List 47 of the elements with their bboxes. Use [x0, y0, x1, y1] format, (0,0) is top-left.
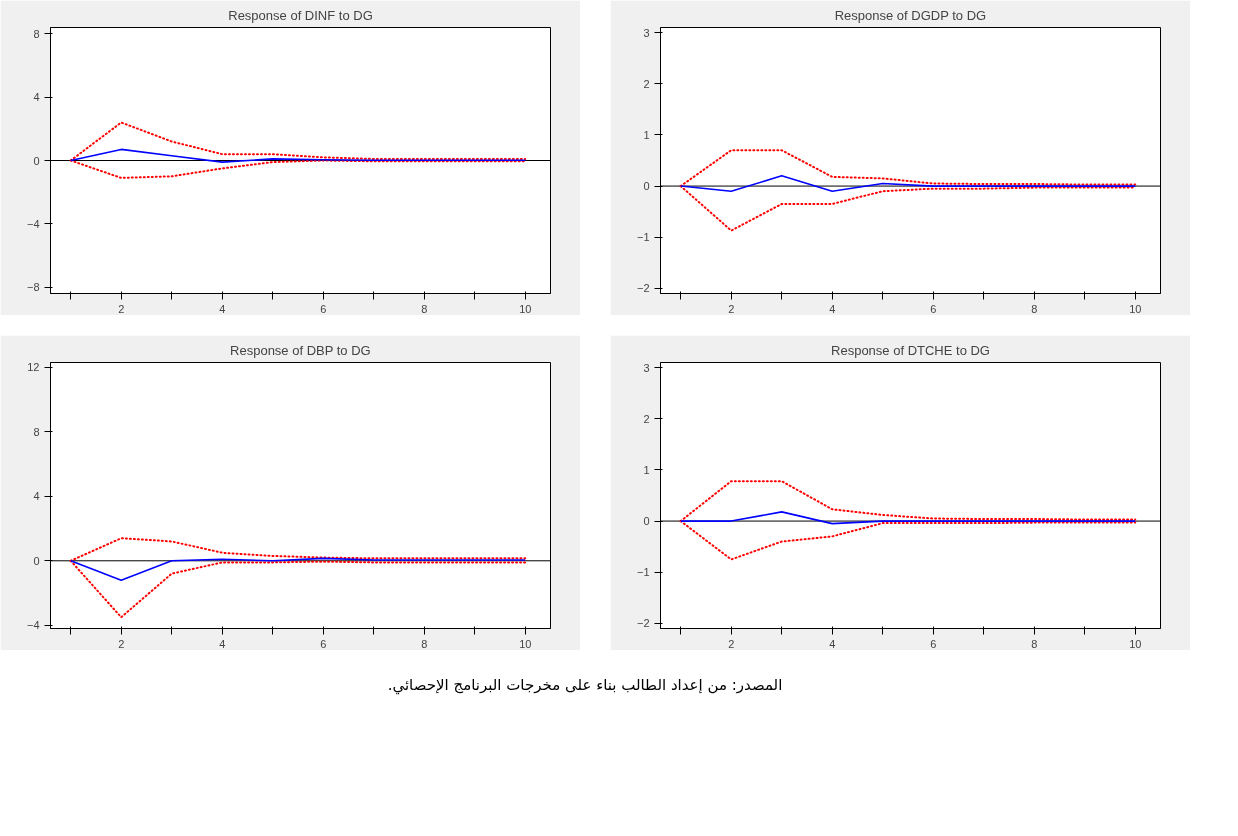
y-tick-label: 8 — [33, 425, 40, 438]
x-tick-label: 8 — [1031, 302, 1038, 315]
y-tick-label: −4 — [26, 217, 40, 230]
x-tick-label: 6 — [930, 637, 937, 650]
x-tick-label: 10 — [519, 637, 532, 650]
x-tick-label: 6 — [930, 302, 937, 315]
y-tick-label: 12 — [27, 361, 40, 374]
x-tick-label: 6 — [320, 302, 327, 315]
y-tick-label: 1 — [643, 128, 650, 141]
x-tick-label: 6 — [320, 637, 327, 650]
x-tick-label: 4 — [219, 637, 226, 650]
chart-title: Response of DINF to DG — [228, 7, 373, 23]
y-tick-label: 3 — [643, 26, 650, 39]
y-tick-label: 4 — [33, 490, 40, 503]
x-tick-label: 4 — [829, 637, 836, 650]
y-tick-label: −2 — [636, 617, 650, 630]
x-tick-label: 10 — [1129, 302, 1142, 315]
x-tick-label: 10 — [1129, 637, 1142, 650]
y-tick-label: −1 — [636, 566, 650, 579]
y-tick-label: 0 — [643, 180, 650, 193]
x-tick-label: 4 — [829, 302, 836, 315]
y-tick-label: 2 — [643, 77, 650, 90]
text: المصدر: من إعداد الطالب بناء على مخرجات البرنامج الإحصائي. — [387, 675, 783, 697]
x-tick-label: 2 — [728, 302, 735, 315]
y-tick-label: 0 — [33, 554, 40, 567]
y-tick-label: 1 — [643, 463, 650, 476]
y-tick-label: 0 — [33, 154, 40, 167]
y-tick-label: 0 — [643, 515, 650, 528]
chart-title: Response of DBP to DG — [230, 342, 371, 358]
y-tick-label: 8 — [33, 27, 40, 40]
y-tick-label: −8 — [26, 281, 40, 294]
x-tick-label: 8 — [1031, 637, 1038, 650]
x-tick-label: 4 — [219, 302, 226, 315]
y-tick-label: 4 — [33, 91, 40, 104]
y-tick-label: 3 — [643, 361, 650, 374]
y-tick-label: −2 — [636, 282, 650, 295]
y-tick-label: 2 — [643, 412, 650, 425]
x-tick-label: 8 — [421, 302, 428, 315]
x-tick-label: 8 — [421, 637, 428, 650]
y-tick-label: −1 — [636, 231, 650, 244]
x-tick-label: 2 — [118, 302, 125, 315]
chart-title: Response of DTCHE to DG — [831, 342, 990, 358]
x-tick-label: 2 — [118, 637, 125, 650]
x-tick-label: 10 — [519, 302, 532, 315]
x-tick-label: 2 — [728, 637, 735, 650]
y-tick-label: −4 — [26, 619, 40, 632]
chart-title: Response of DGDP to DG — [834, 7, 987, 23]
